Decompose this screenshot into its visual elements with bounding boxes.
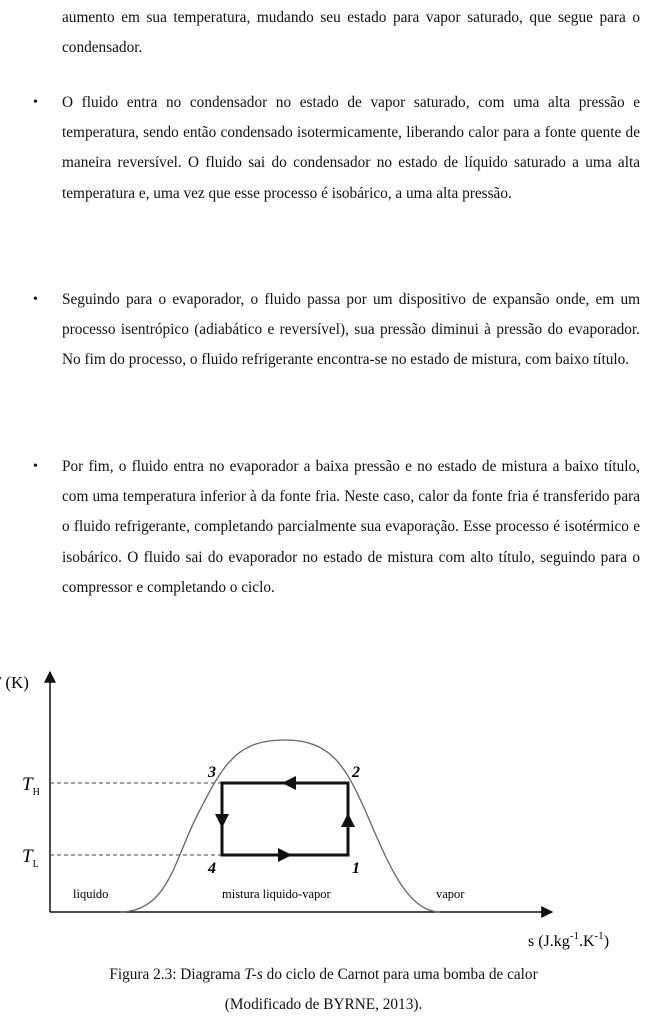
x-label-part: .K (579, 933, 595, 950)
x-axis-label: s (J.kg-1.K-1) (528, 930, 609, 950)
x-label-part: ) (604, 933, 609, 950)
x-label-sup: -1 (595, 930, 604, 942)
arrow (341, 813, 355, 827)
arrow (278, 848, 292, 862)
arrow (282, 776, 296, 790)
region-label: liquido (73, 887, 108, 901)
carnot-cycle (220, 781, 350, 857)
bullet-marker: • (33, 459, 38, 474)
bullet-text: O fluido entra no condensador no estado … (62, 94, 640, 202)
saturation-dome (119, 739, 441, 913)
caption-part: Figura 2.3: Diagrama (109, 966, 245, 983)
bullet-marker: • (33, 292, 38, 307)
symbol: T (22, 774, 34, 795)
caption: Figura 2.3: Diagrama T-s do ciclo de Car… (0, 966, 647, 984)
x-label-sup: -1 (570, 930, 579, 942)
y-axis-label: T (K) (0, 673, 29, 692)
point-label: 1 (352, 860, 360, 877)
region-label: mistura liquido-vapor (222, 887, 331, 901)
caption-part: do ciclo de Carnot para uma bomba de cal… (262, 966, 538, 983)
tl-label: TL (22, 846, 39, 870)
region-label: vapor (436, 887, 465, 901)
paragraph: aumento em sua temperatura, mudando seu … (62, 9, 640, 57)
point-label: 2 (351, 764, 360, 781)
arrow (215, 814, 229, 828)
bullet-text: Por fim, o fluido entra no evaporador a … (62, 458, 640, 596)
subscript: L (33, 859, 39, 870)
point-label: 4 (207, 860, 216, 877)
ts-diagram: T (K) s (J.kg-1.K-1) TH TL 3 2 4 1 liqui… (0, 670, 609, 950)
subscript: H (33, 787, 40, 798)
th-label: TH (22, 774, 40, 798)
x-label-part: s (J.kg (528, 933, 570, 950)
point-label: 3 (207, 764, 216, 781)
symbol: T (22, 846, 34, 867)
caption-part: T-s (244, 966, 263, 983)
caption-source: (Modificado de BYRNE, 2013). (224, 996, 423, 1013)
bullet-marker: • (33, 95, 38, 110)
bullet-text: Seguindo para o evaporador, o fluido pas… (62, 291, 640, 369)
